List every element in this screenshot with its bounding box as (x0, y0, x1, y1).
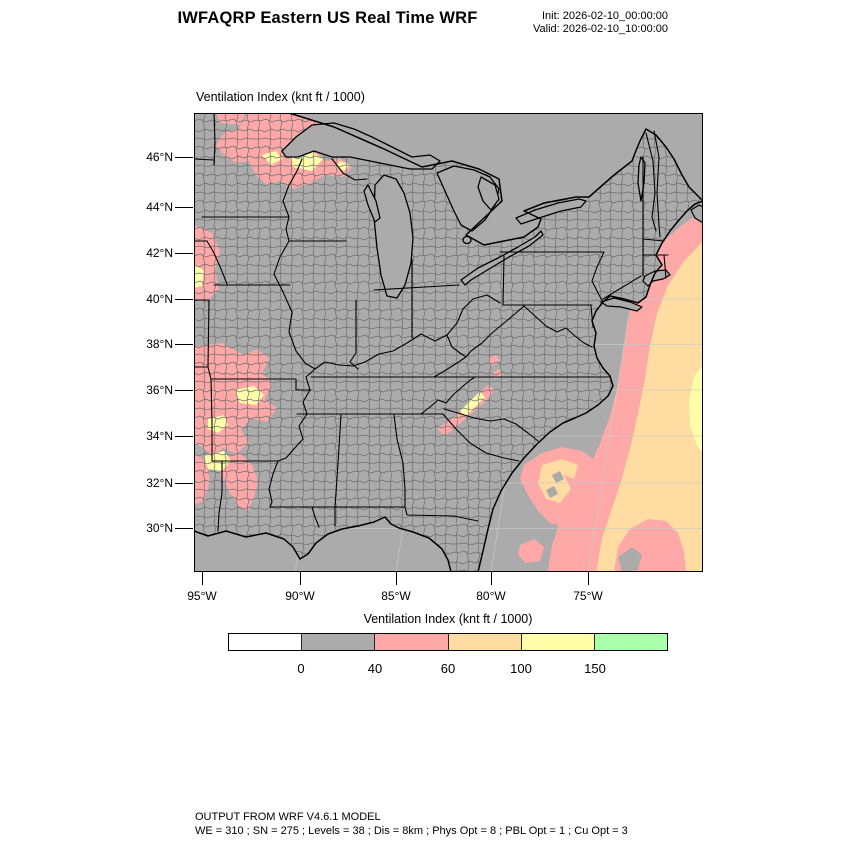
lat-label-32n: 32°N (146, 476, 173, 490)
long-island (600, 297, 643, 312)
lake-st-clair (462, 235, 472, 245)
lat-label-38n: 38°N (146, 337, 173, 351)
lon-tick (300, 572, 301, 585)
field-label: Ventilation Index (knt ft / 1000) (196, 90, 365, 104)
footer-line1: OUTPUT FROM WRF V4.6.1 MODEL (195, 811, 381, 823)
coastlines (193, 112, 704, 573)
colorbar-tick-100: 100 (510, 661, 532, 676)
map-frame (194, 113, 703, 572)
colorbar-segment (374, 634, 448, 650)
canada-region (289, 113, 703, 245)
cape-cod (642, 269, 671, 287)
lon-tick (491, 572, 492, 585)
valid-time: Valid: 2026-02-10_10:00:00 (533, 22, 668, 35)
georgian-bay (477, 176, 500, 211)
run-times: Init: 2026-02-10_00:00:00 Valid: 2026-02… (468, 10, 668, 35)
colorbar-segment (229, 634, 302, 650)
lat-tick (175, 344, 193, 345)
colorbar (228, 633, 668, 651)
map-canvas (193, 112, 704, 573)
lat-tick (175, 157, 193, 158)
lon-label-90w: 90°W (285, 589, 315, 603)
footer-line2: WE = 310 ; SN = 275 ; Levels = 38 ; Dis … (195, 824, 628, 837)
atlantic-coastline (477, 200, 704, 573)
model-footer: OUTPUT FROM WRF V4.6.1 MODEL WE = 310 ; … (195, 811, 628, 838)
colorbar-title: Ventilation Index (knt ft / 1000) (363, 612, 533, 626)
lat-tick (175, 207, 193, 208)
colorbar-segment (593, 634, 668, 650)
lat-label-44n: 44°N (146, 200, 173, 214)
lat-label-42n: 42°N (146, 246, 173, 260)
map-svg (193, 112, 704, 573)
colorbar-tick-60: 60 (440, 661, 456, 676)
lon-tick (396, 572, 397, 585)
lon-label-85w: 85°W (381, 589, 411, 603)
lake-michigan (373, 174, 414, 299)
init-time: Init: 2026-02-10_00:00:00 (542, 10, 668, 22)
lat-label-30n: 30°N (146, 521, 173, 535)
lat-tick (175, 299, 193, 300)
great-lakes (281, 122, 646, 299)
lat-label-40n: 40°N (146, 292, 173, 306)
lat-label-46n: 46°N (146, 150, 173, 164)
lake-ontario (515, 198, 587, 225)
gulf-coastline (193, 516, 452, 573)
colorbar-segment (447, 634, 521, 650)
lake-erie (460, 230, 544, 286)
lat-tick (175, 253, 193, 254)
colorbar-tick-150: 150 (584, 661, 606, 676)
lat-tick (175, 390, 193, 391)
colorbar-segment (520, 634, 594, 650)
lon-label-95w: 95°W (187, 589, 217, 603)
colorbar-tick-40: 40 (367, 661, 383, 676)
lat-tick (175, 528, 193, 529)
gulf-of-mexico (194, 517, 451, 572)
lon-label-80w: 80°W (476, 589, 506, 603)
lat-tick (175, 436, 193, 437)
lat-label-36n: 36°N (146, 383, 173, 397)
lat-tick (175, 483, 193, 484)
lon-label-75w: 75°W (573, 589, 603, 603)
colorbar-segment (301, 634, 375, 650)
lon-tick (202, 572, 203, 585)
page-title: IWFAQRP Eastern US Real Time WRF (177, 9, 478, 27)
lat-label-34n: 34°N (146, 429, 173, 443)
lon-tick (588, 572, 589, 585)
colorbar-tick-0: 0 (297, 661, 305, 676)
ocean-ventilation-patches (518, 211, 703, 572)
green-bay (363, 184, 381, 223)
canada-border (288, 112, 704, 246)
